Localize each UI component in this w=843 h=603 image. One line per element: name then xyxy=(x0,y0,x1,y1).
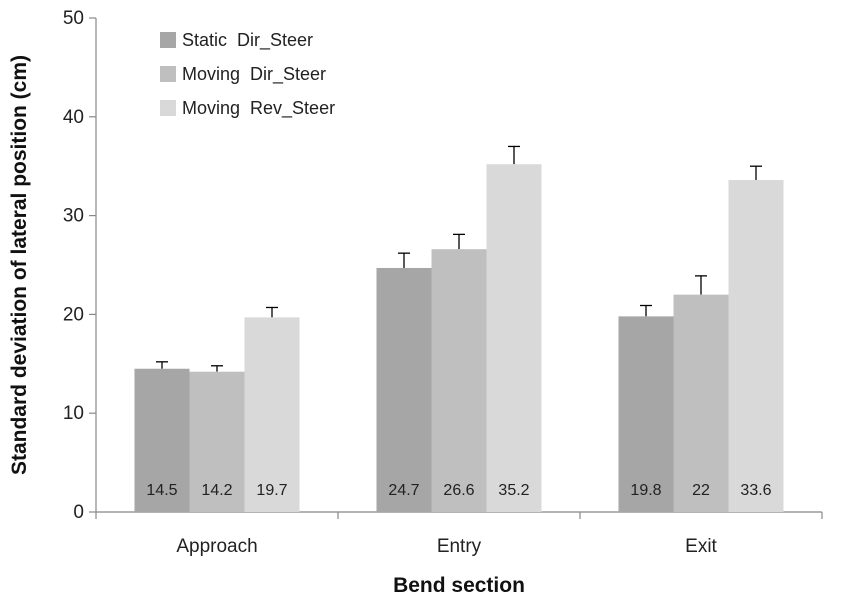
y-tick-label: 0 xyxy=(73,502,84,523)
y-tick-label: 10 xyxy=(63,403,84,424)
bar-group: 22 xyxy=(673,275,729,512)
bar-group: 26.6 xyxy=(431,233,487,512)
y-axis-title: Standard deviation of lateral position (… xyxy=(8,55,31,475)
bar-group: 14.5 xyxy=(134,361,190,512)
bar xyxy=(728,180,784,513)
x-tick-label: Approach xyxy=(176,536,257,557)
bar-group: 33.6 xyxy=(728,165,784,513)
bar-group: 35.2 xyxy=(486,145,542,512)
bar-value-label: 24.7 xyxy=(388,482,419,499)
y-tick-label: 40 xyxy=(63,107,84,128)
bar-group: 19.8 xyxy=(618,304,674,512)
bar xyxy=(618,316,674,512)
y-tick-label: 50 xyxy=(63,8,84,29)
bar-value-label: 14.5 xyxy=(146,482,177,499)
bar-value-label: 22 xyxy=(692,482,710,499)
bar-value-label: 14.2 xyxy=(201,482,232,499)
x-tick-label: Exit xyxy=(685,536,717,557)
bar-value-label: 19.7 xyxy=(256,482,287,499)
bar-value-label: 33.6 xyxy=(740,482,771,499)
bar-group: 14.2 xyxy=(189,365,245,512)
x-ticks: Approach Entry Exit xyxy=(95,512,823,557)
legend-label: Moving Rev_Steer xyxy=(182,98,335,119)
bar-group: 24.7 xyxy=(376,252,432,512)
x-tick-label: Entry xyxy=(437,536,482,557)
legend-swatch xyxy=(160,32,176,48)
bar xyxy=(376,267,432,512)
bar-value-label: 35.2 xyxy=(498,482,529,499)
bar xyxy=(486,164,542,512)
x-axis-title: Bend section xyxy=(393,574,525,597)
bar xyxy=(244,317,300,512)
bars: 14.5 14.2 19.7 24.7 26.6 35.2 19.8 22 33.6 xyxy=(134,145,784,513)
legend-swatch xyxy=(160,66,176,82)
bar xyxy=(431,249,487,512)
y-tick-label: 30 xyxy=(63,206,84,227)
bar xyxy=(134,368,190,512)
bar-value-label: 19.8 xyxy=(630,482,661,499)
bar xyxy=(673,294,729,512)
legend: Static Dir_Steer Moving Dir_Steer Moving R… xyxy=(160,30,335,119)
y-tick-label: 20 xyxy=(63,304,84,325)
y-ticks: 0 10 20 30 40 50 xyxy=(63,8,96,523)
bar-value-label: 26.6 xyxy=(443,482,474,499)
bar-group: 19.7 xyxy=(244,306,300,512)
legend-item: Moving Rev_Steer xyxy=(160,98,335,119)
bar xyxy=(189,371,245,512)
legend-item: Moving Dir_Steer xyxy=(160,64,326,85)
legend-item: Static Dir_Steer xyxy=(160,30,313,51)
legend-label: Moving Dir_Steer xyxy=(182,64,326,85)
legend-swatch xyxy=(160,100,176,116)
legend-label: Static Dir_Steer xyxy=(182,30,313,51)
